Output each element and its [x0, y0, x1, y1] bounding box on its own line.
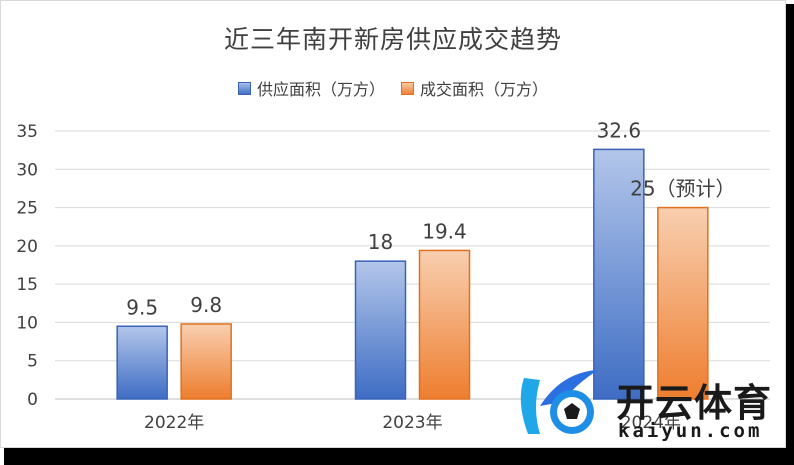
x-tick-label: 2023年 [382, 413, 442, 433]
legend-item-supply: 供应面积（万方） [237, 76, 385, 100]
x-tick-label: 2024年 [621, 413, 681, 433]
legend-label-supply: 供应面积（万方） [256, 80, 385, 99]
bars [116, 148, 709, 400]
bar-supply [593, 148, 645, 400]
legend-item-deal: 成交面积（万方） [401, 76, 548, 100]
bar-deal [180, 323, 232, 400]
x-axis-ticks: 2022年 2023年 2024年 [144, 413, 681, 433]
legend-swatch-deal [401, 81, 414, 95]
data-label: 9.8 [190, 293, 222, 317]
gridlines [55, 130, 770, 400]
data-label: 25（预计） [630, 177, 735, 201]
y-tick-label: 5 [27, 352, 38, 372]
y-axis-ticks: 0 5 10 15 20 25 30 35 [16, 122, 38, 410]
y-tick-label: 35 [16, 122, 38, 142]
data-label: 9.5 [126, 295, 158, 319]
frame-shadow-right [786, 4, 794, 465]
watermark-en-text: kaiyun.com [618, 420, 763, 442]
data-label: 19.4 [422, 219, 467, 243]
y-tick-label: 0 [27, 390, 38, 410]
x-tick-label: 2022年 [144, 413, 204, 433]
kaiyun-logo-watermark: 开云体育 kaiyun.com [506, 362, 786, 448]
y-tick-label: 25 [16, 199, 38, 219]
y-tick-label: 15 [16, 275, 38, 295]
data-labels: 9.5 9.8 18 19.4 32.6 25（预计） [126, 118, 735, 319]
chart-legend: 供应面积（万方） 成交面积（万方） [0, 76, 786, 100]
legend-label-deal: 成交面积（万方） [420, 80, 549, 99]
bar-supply [354, 260, 407, 400]
y-tick-label: 10 [16, 313, 38, 333]
k-ball-logo-icon [520, 370, 598, 434]
watermark-cn-text: 开云体育 [616, 381, 773, 425]
bar-chart: 0 5 10 15 20 25 30 35 9.5 9.8 18 19.4 32.6 25（预计） 20… [16, 118, 770, 433]
frame-shadow-bottom [4, 448, 794, 465]
y-tick-label: 20 [16, 237, 38, 257]
data-label: 32.6 [597, 118, 642, 142]
y-tick-label: 30 [16, 160, 38, 180]
bar-supply [116, 325, 168, 400]
bar-deal [418, 249, 471, 400]
legend-swatch-supply [237, 81, 251, 95]
data-label: 18 [368, 230, 393, 254]
bar-deal [657, 206, 709, 400]
chart-title: 近三年南开新房供应成交趋势 [223, 25, 562, 54]
